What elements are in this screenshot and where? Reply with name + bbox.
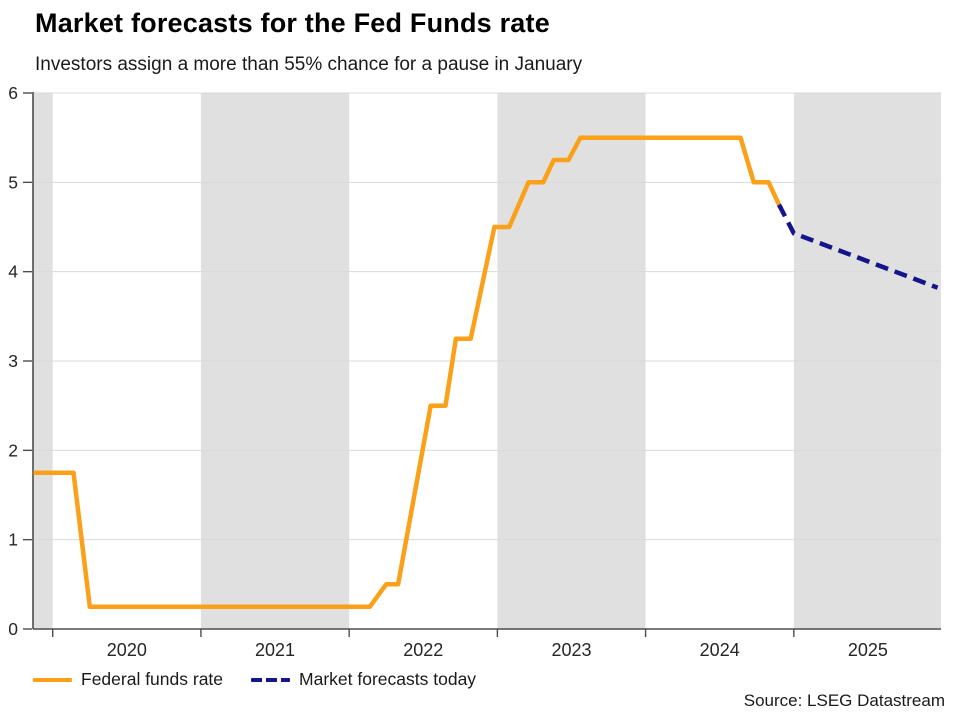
series-federal-funds-rate xyxy=(33,135,782,609)
y-tick-label: 2 xyxy=(8,440,18,460)
series-market-forecasts-today xyxy=(777,203,939,290)
legend: Federal funds rate Market forecasts toda… xyxy=(33,669,476,690)
y-tick-label: 0 xyxy=(8,619,18,639)
legend-item-market-forecasts-today: Market forecasts today xyxy=(251,669,476,690)
legend-item-federal-funds-rate: Federal funds rate xyxy=(33,669,223,690)
x-tick-label: 2024 xyxy=(700,640,740,660)
y-tick-label: 1 xyxy=(8,530,18,550)
y-tick-label: 6 xyxy=(8,83,18,103)
x-tick-label: 2020 xyxy=(107,640,147,660)
y-tick-label: 5 xyxy=(8,172,18,192)
x-tick-label: 2025 xyxy=(848,640,888,660)
source-attribution: Source: LSEG Datastream xyxy=(743,691,945,710)
x-tick-label: 2022 xyxy=(403,640,443,660)
legend-label: Federal funds rate xyxy=(81,669,224,689)
y-tick-label: 4 xyxy=(8,262,18,282)
dashed-line-swatch-icon xyxy=(251,677,291,682)
chart-subtitle: Investors assign a more than 55% chance … xyxy=(35,54,583,75)
solid-line-swatch-icon xyxy=(33,677,72,682)
x-tick-label: 2023 xyxy=(551,640,591,660)
page-title: Market forecasts for the Fed Funds rate xyxy=(35,8,550,38)
y-tick-label: 3 xyxy=(8,351,18,371)
x-tick-label: 2021 xyxy=(255,640,295,660)
legend-label: Market forecasts today xyxy=(299,669,477,689)
